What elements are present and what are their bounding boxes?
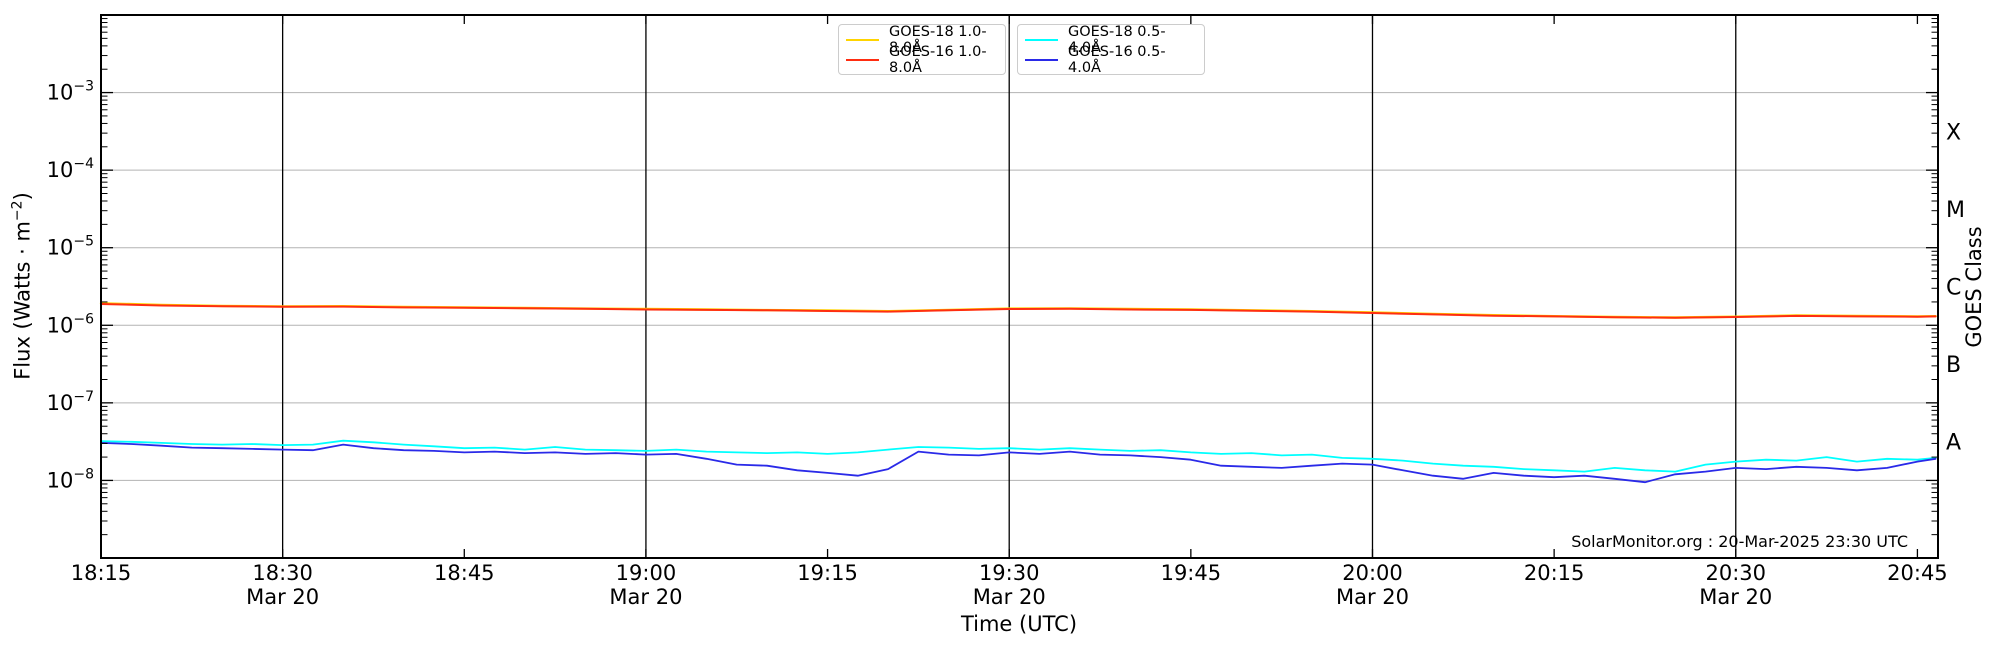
x-date-sublabel: Mar 20 bbox=[609, 585, 682, 609]
legend-line-swatch bbox=[846, 59, 879, 61]
y-tick-label: 10−7 bbox=[47, 389, 94, 415]
x-tick-label: 19:15 bbox=[797, 561, 858, 585]
y-tick-label: 10−5 bbox=[47, 234, 94, 260]
legend-box-long-channel: GOES-18 1.0-8.0Å GOES-16 1.0-8.0Å bbox=[838, 24, 1006, 76]
goes-class-label-b: B bbox=[1946, 353, 1961, 378]
y-axis-label-text: Flux (Watts · m bbox=[10, 221, 35, 380]
legend-entry-goes-16-0-5-4-0-: GOES-16 0.5-4.0Å bbox=[1025, 44, 1195, 76]
x-date-sublabel: Mar 20 bbox=[1336, 585, 1409, 609]
legend-box-short-channel: GOES-18 0.5-4.0Å GOES-16 0.5-4.0Å bbox=[1017, 24, 1205, 76]
legend-line-swatch bbox=[1025, 59, 1058, 61]
goes-class-label-c: C bbox=[1946, 276, 1961, 301]
plot-border bbox=[100, 14, 1939, 559]
legend-entry-goes-16-1-0-8-0-: GOES-16 1.0-8.0Å bbox=[846, 44, 996, 76]
x-tick-label: 19:00 bbox=[616, 561, 677, 585]
y-axis-label-right: GOES Class bbox=[1962, 226, 1986, 348]
x-tick-label: 18:45 bbox=[434, 561, 495, 585]
legend-entry-label: GOES-18 1.0-8.0Å bbox=[889, 24, 987, 56]
legend-entry-goes-18-0-5-4-0-: GOES-18 0.5-4.0Å bbox=[1025, 24, 1195, 56]
x-date-sublabel: Mar 20 bbox=[246, 585, 319, 609]
series-line-goes-16-1-0-8-0- bbox=[100, 303, 1937, 319]
x-tick-label: 19:45 bbox=[1161, 561, 1222, 585]
y-tick-label: 10−3 bbox=[47, 79, 94, 105]
y-tick-label: 10−8 bbox=[47, 466, 94, 492]
x-tick-label: 20:15 bbox=[1524, 561, 1585, 585]
legend-entry-goes-18-1-0-8-0-: GOES-18 1.0-8.0Å bbox=[846, 24, 996, 56]
y-axis-label-close: ) bbox=[10, 192, 35, 201]
x-tick-label: 20:00 bbox=[1342, 561, 1403, 585]
goes-class-label-m: M bbox=[1946, 198, 1965, 223]
legend-entry-label: GOES-16 1.0-8.0Å bbox=[889, 44, 987, 76]
x-axis-label: Time (UTC) bbox=[960, 612, 1078, 636]
y-tick-label: 10−6 bbox=[47, 311, 94, 337]
series-line-goes-18-0-5-4-0- bbox=[100, 439, 1937, 473]
x-date-sublabel: Mar 20 bbox=[1699, 585, 1772, 609]
y-axis-label-left: Flux (Watts · m−2) bbox=[10, 192, 35, 380]
goes-class-label-x: X bbox=[1946, 120, 1961, 145]
x-date-sublabel: Mar 20 bbox=[973, 585, 1046, 609]
series-line-goes-16-0-5-4-0- bbox=[100, 441, 1937, 484]
legend-line-swatch bbox=[1025, 39, 1058, 41]
legend-line-swatch bbox=[846, 39, 879, 41]
x-tick-label: 19:30 bbox=[979, 561, 1040, 585]
x-tick-label: 18:15 bbox=[71, 561, 132, 585]
watermark: SolarMonitor.org : 20-Mar-2025 23:30 UTC bbox=[1571, 532, 1908, 551]
y-tick-label: 10−4 bbox=[47, 156, 94, 182]
goes-class-label-a: A bbox=[1946, 431, 1961, 456]
legend-entry-label: GOES-16 0.5-4.0Å bbox=[1068, 44, 1166, 76]
x-tick-label: 20:45 bbox=[1887, 561, 1948, 585]
legend-entry-label: GOES-18 0.5-4.0Å bbox=[1068, 24, 1166, 56]
y-axis-label-exponent: −2 bbox=[9, 200, 26, 222]
x-tick-label: 20:30 bbox=[1706, 561, 1767, 585]
x-tick-label: 18:30 bbox=[252, 561, 313, 585]
